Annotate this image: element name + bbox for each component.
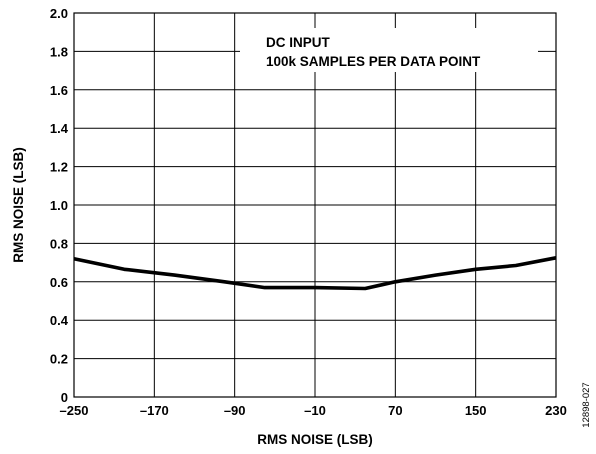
y-tick-labels: 0 0.2 0.4 0.6 0.8 1.0 1.2 1.4 1.6 1.8 2.0 [50,6,69,405]
figure-id: 12898-027 [581,382,592,427]
y-tick-label: 1.2 [50,160,68,175]
annotation-line-1: DC INPUT [266,35,331,50]
y-tick-label: 1.0 [50,198,68,213]
annotation-box: DC INPUT 100k SAMPLES PER DATA POINT [240,28,538,72]
x-tick-label: –10 [304,403,326,418]
y-tick-label: 0.2 [50,352,68,367]
y-tick-label: 0 [61,390,68,405]
y-tick-label: 2.0 [50,6,68,21]
y-tick-label: 0.6 [50,275,68,290]
x-tick-label: –250 [60,403,89,418]
x-tick-label: –170 [140,403,169,418]
x-tick-label: 70 [388,403,402,418]
annotation-line-2: 100k SAMPLES PER DATA POINT [266,54,481,69]
y-axis-title: RMS NOISE (LSB) [11,147,26,263]
x-axis-title: RMS NOISE (LSB) [257,432,373,447]
x-tick-label: –90 [224,403,246,418]
series-line [73,256,557,291]
x-tick-labels: –250 –170 –90 –10 70 150 230 [60,403,567,418]
x-tick-label: 150 [465,403,487,418]
y-tick-label: 1.4 [50,121,69,136]
y-tick-label: 0.8 [50,236,68,251]
y-tick-label: 1.8 [50,44,68,59]
y-tick-label: 0.4 [50,313,69,328]
annotation-background [240,28,538,72]
series-lines [73,256,557,291]
y-tick-label: 1.6 [50,83,68,98]
plot-frame [73,12,557,398]
x-tick-label: 230 [545,403,567,418]
